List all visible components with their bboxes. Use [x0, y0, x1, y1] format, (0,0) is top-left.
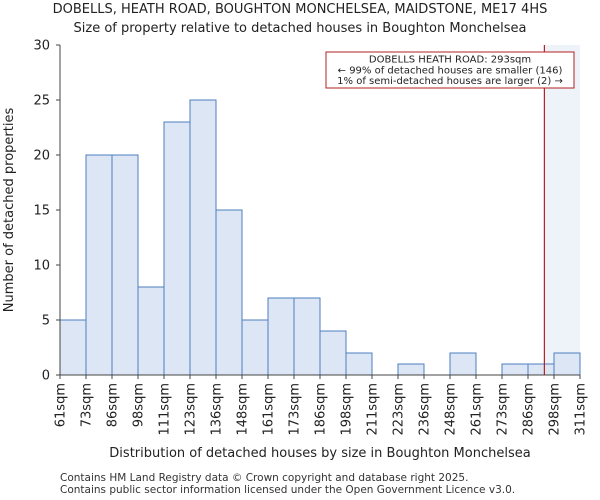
x-tick-label: 86sqm [106, 383, 121, 427]
highlight-region [544, 45, 580, 375]
x-tick-label: 223sqm [392, 383, 407, 436]
chart-subtitle: Size of property relative to detached ho… [73, 21, 527, 36]
x-tick-label: 161sqm [262, 383, 277, 436]
histogram-bar [345, 352, 373, 376]
annotation-smaller-text: ← 99% of detached houses are smaller (14… [338, 66, 563, 77]
histogram-bar [137, 286, 165, 376]
y-tick-label: 20 [33, 149, 50, 164]
y-tick-label: 10 [33, 259, 50, 274]
histogram-bar [59, 319, 87, 376]
x-tick-label: 73sqm [80, 383, 95, 427]
histogram-bar [397, 363, 425, 376]
x-tick-label: 286sqm [522, 383, 537, 436]
annotation-box [325, 51, 575, 89]
y-axis-title: Number of detached properties [2, 108, 17, 313]
y-tick-label: 30 [33, 39, 50, 54]
y-tick-label: 25 [33, 94, 50, 109]
x-tick-label: 261sqm [470, 383, 485, 436]
histogram-bar [449, 352, 477, 376]
histogram-bar [241, 319, 269, 376]
footer-line-2: Contains public sector information licen… [60, 484, 516, 496]
x-tick-label: 248sqm [444, 383, 459, 436]
histogram-bar [527, 363, 555, 376]
x-tick-label: 123sqm [184, 383, 199, 436]
x-tick-label: 273sqm [496, 383, 511, 436]
histogram-bar [293, 297, 321, 376]
x-axis-title: Distribution of detached houses by size … [109, 446, 530, 461]
x-tick-label: 136sqm [210, 383, 225, 436]
x-tick-label: 186sqm [314, 383, 329, 436]
histogram-bar [163, 121, 191, 376]
chart-title: DOBELLS, HEATH ROAD, BOUGHTON MONCHELSEA… [52, 2, 548, 17]
annotation-larger-text: 1% of semi-detached houses are larger (2… [337, 76, 563, 87]
histogram-bar [215, 209, 243, 376]
histogram-bar [319, 330, 347, 376]
y-tick-label: 0 [42, 369, 50, 384]
histogram-bar [111, 154, 139, 376]
x-tick-label: 173sqm [288, 383, 303, 436]
x-tick-label: 198sqm [340, 383, 355, 436]
y-tick-label: 15 [33, 204, 50, 219]
x-tick-label: 236sqm [418, 383, 433, 436]
x-tick-label: 98sqm [132, 383, 147, 427]
annotation-title: DOBELLS HEATH ROAD: 293sqm [369, 55, 531, 66]
histogram-bar [501, 363, 529, 376]
x-tick-label: 61sqm [54, 383, 69, 427]
histogram-bar [85, 154, 113, 376]
x-tick-label: 148sqm [236, 383, 251, 436]
x-tick-label: 111sqm [158, 383, 173, 436]
y-tick-label: 5 [42, 314, 50, 329]
histogram-bar [267, 297, 295, 376]
histogram-bar [189, 99, 217, 376]
histogram-bar [553, 352, 581, 376]
x-tick-label: 311sqm [574, 383, 589, 436]
x-tick-label: 211sqm [366, 383, 381, 436]
x-tick-label: 298sqm [548, 383, 563, 436]
footer-line-1: Contains HM Land Registry data © Crown c… [60, 472, 469, 484]
